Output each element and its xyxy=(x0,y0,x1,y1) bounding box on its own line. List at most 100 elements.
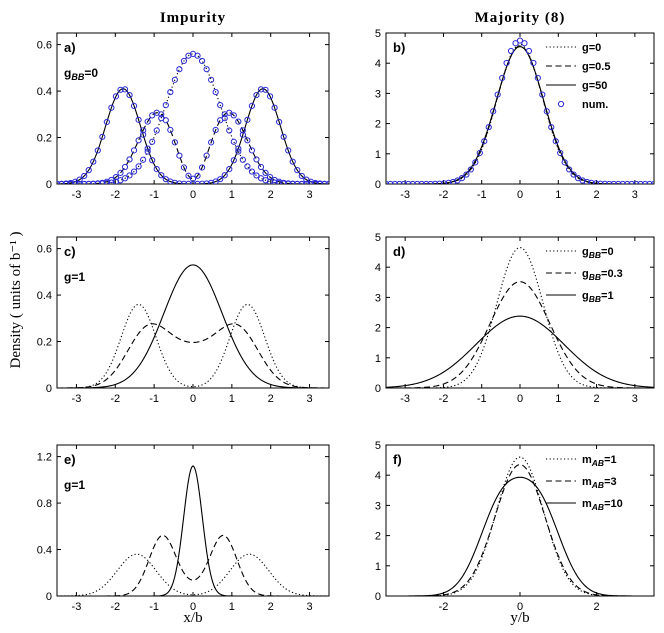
panels: -3 -2 -1 0 1 2 3 0 0.2 0.4 0.6 a) gBB=0 -3 -2 -1 0 1 2 3 0 1 2… xyxy=(37,28,655,613)
data-point xyxy=(121,175,129,182)
data-point xyxy=(212,88,219,96)
x-tick-label: 0 xyxy=(517,601,523,613)
data-point xyxy=(144,145,151,152)
data-point xyxy=(414,180,421,184)
x-tick-label: 2 xyxy=(594,601,600,613)
data-point xyxy=(94,180,101,184)
data-point xyxy=(208,76,215,83)
x-tick-label: -2 xyxy=(110,601,120,613)
x-tick-label: 3 xyxy=(307,393,313,405)
y-tick-label: 4 xyxy=(375,262,381,274)
panel-annotation: g=1 xyxy=(64,270,85,284)
x-tick-label: 2 xyxy=(268,189,274,201)
data-point xyxy=(176,66,183,73)
data-point xyxy=(418,180,425,184)
data-point xyxy=(525,47,533,55)
legend-label: g=0.5 xyxy=(582,61,610,73)
data-point xyxy=(285,180,292,184)
data-point xyxy=(198,180,206,184)
plot-area xyxy=(386,37,654,184)
panel-label: a) xyxy=(64,40,76,55)
data-point xyxy=(512,40,519,47)
data-point xyxy=(280,179,287,184)
data-point xyxy=(185,180,192,184)
plot-area xyxy=(386,247,654,388)
data-point xyxy=(467,166,474,173)
data-point xyxy=(561,159,568,166)
legend-entry: mAB=3 xyxy=(546,476,617,490)
data-point xyxy=(140,156,147,163)
data-point xyxy=(285,147,292,154)
data-point xyxy=(312,179,319,184)
y-tick-label: 3 xyxy=(375,88,381,100)
data-point xyxy=(189,180,197,184)
legend-entry: mAB=1 xyxy=(546,454,617,468)
y-tick-label: 0 xyxy=(375,383,381,395)
data-point xyxy=(130,168,138,175)
series-line-dashed xyxy=(57,534,329,596)
data-point xyxy=(253,156,260,163)
data-point xyxy=(135,137,142,144)
legend-label: mAB=3 xyxy=(582,476,617,490)
data-point xyxy=(226,127,233,134)
data-point xyxy=(476,149,483,157)
data-point xyxy=(121,86,129,93)
data-point xyxy=(650,180,654,184)
legend-entry: gBB=0.3 xyxy=(546,268,623,282)
data-point xyxy=(180,164,188,171)
y-tick-label: 0 xyxy=(46,383,52,395)
data-point xyxy=(548,124,555,131)
data-point xyxy=(257,86,265,93)
data-point xyxy=(248,168,256,175)
data-point xyxy=(534,74,541,82)
data-point xyxy=(203,66,210,73)
y-tick-label: 2 xyxy=(375,531,381,543)
y-tick-label: 4 xyxy=(375,470,381,482)
y-tick-label: 0 xyxy=(46,591,52,603)
data-point xyxy=(521,40,528,47)
legend-label: gBB=1 xyxy=(582,290,614,304)
x-tick-label: -3 xyxy=(72,601,82,613)
data-point xyxy=(244,137,251,144)
y-tick-label: 5 xyxy=(375,440,381,452)
series-line-solid xyxy=(57,88,329,184)
data-point xyxy=(144,118,151,125)
data-point xyxy=(112,174,120,181)
data-point xyxy=(266,93,274,100)
y-tick-label: 0.4 xyxy=(37,545,52,557)
data-point xyxy=(253,91,260,99)
data-point xyxy=(485,124,492,131)
legend-entry: g=0.5 xyxy=(546,61,610,73)
axes-frame xyxy=(56,32,330,185)
panel-annotation: g=1 xyxy=(64,478,85,492)
legend-label: mAB=10 xyxy=(582,498,623,512)
panel-b: -3 -2 -1 0 1 2 3 0 1 2 3 4 5 b) g=0 g=0.5 g=50 num. xyxy=(375,28,655,201)
data-point xyxy=(276,118,283,126)
data-point xyxy=(85,167,92,174)
data-point xyxy=(271,179,278,184)
x-tick-label: -2 xyxy=(110,189,120,201)
data-point xyxy=(271,104,278,111)
axes-frame xyxy=(385,236,655,389)
data-point xyxy=(76,176,83,183)
data-point xyxy=(570,171,577,178)
x-tick-label: 0 xyxy=(517,393,523,405)
y-tick-label: 0 xyxy=(375,591,381,603)
data-point xyxy=(235,118,242,125)
data-point xyxy=(294,167,301,174)
data-point xyxy=(294,180,301,184)
data-point xyxy=(436,180,443,184)
data-point xyxy=(321,180,328,184)
data-point xyxy=(62,180,70,184)
x-axis-label-right: y/b xyxy=(510,610,529,626)
x-tick-label: -1 xyxy=(149,189,159,201)
data-point xyxy=(239,127,246,134)
data-point xyxy=(440,180,448,184)
legend-label: mAB=1 xyxy=(582,454,617,468)
x-tick-label: -2 xyxy=(439,393,449,405)
data-point xyxy=(194,52,201,59)
data-point xyxy=(316,180,324,184)
data-point xyxy=(85,180,92,184)
data-point xyxy=(81,180,88,184)
y-tick-label: 3 xyxy=(375,292,381,304)
